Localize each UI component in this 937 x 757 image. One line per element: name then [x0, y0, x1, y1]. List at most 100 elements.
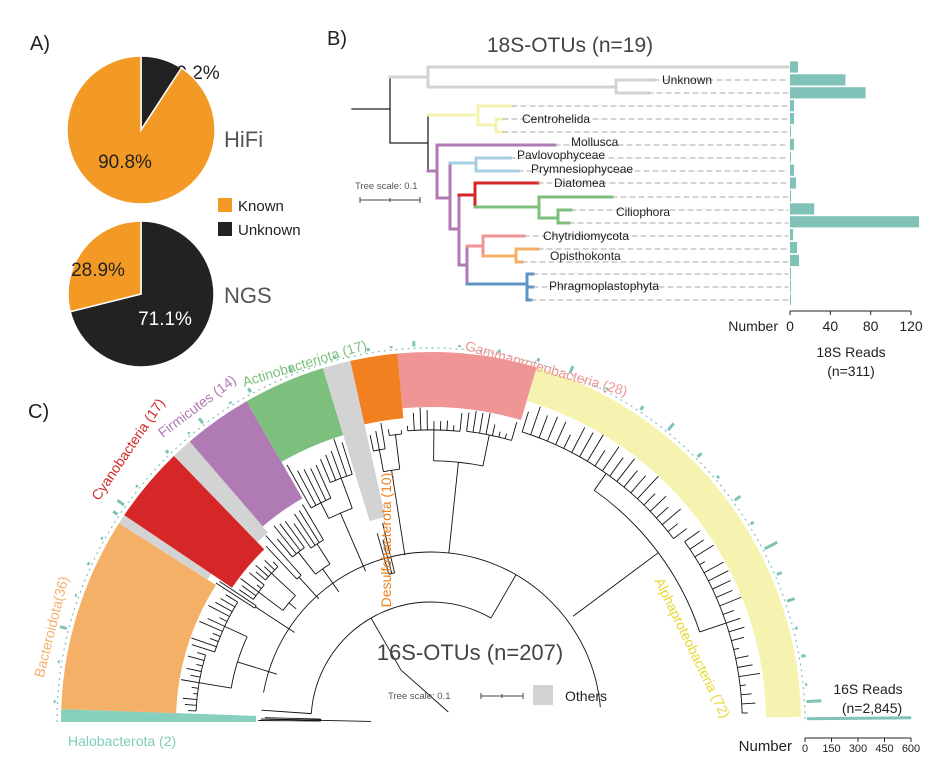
branch	[637, 475, 659, 500]
branch	[699, 561, 706, 566]
branch	[419, 407, 422, 431]
branch	[298, 576, 320, 600]
branch	[186, 667, 202, 672]
branch	[289, 562, 302, 576]
branch	[208, 605, 230, 617]
branch	[297, 551, 316, 575]
branch	[466, 412, 470, 432]
x-axis-label-16s: 16S Reads	[833, 681, 902, 697]
branch	[735, 655, 749, 659]
branch	[264, 559, 275, 571]
branch	[387, 429, 390, 436]
pie-slice-unknown	[69, 220, 215, 368]
branch	[199, 620, 223, 632]
bar-18s	[790, 216, 920, 228]
branch	[255, 571, 266, 581]
branch	[288, 602, 297, 610]
branch	[219, 580, 241, 596]
bar-16s	[536, 357, 541, 362]
branch	[387, 543, 396, 573]
branch	[380, 422, 386, 449]
clade-label: Prymnesiophyceae	[531, 162, 633, 176]
branch	[684, 530, 700, 543]
clade-band-firmicutes	[189, 401, 303, 527]
clade-band-others	[322, 360, 386, 522]
pie-label-hifi: HiFi	[224, 127, 263, 152]
bar-16s	[806, 699, 822, 704]
branch	[667, 523, 678, 532]
tick-label-18s: 120	[899, 318, 923, 334]
branch	[656, 506, 669, 519]
branch	[708, 570, 729, 582]
branch	[498, 431, 501, 438]
branch	[310, 468, 327, 501]
bar-18s	[790, 138, 795, 150]
axis-name-16s: Number	[739, 738, 792, 755]
bar-16s	[366, 347, 371, 352]
branch	[330, 450, 342, 479]
branch	[254, 605, 257, 609]
branch	[286, 464, 312, 509]
branch	[740, 693, 752, 696]
tree-18s	[351, 65, 790, 302]
branch	[521, 411, 529, 433]
branch	[320, 502, 330, 519]
bar-16s	[247, 387, 252, 393]
clade-band-desulfobacterota	[350, 353, 404, 425]
clade-label-halobacterota: Halobacterota (2)	[68, 733, 176, 749]
bars-18s	[790, 61, 920, 305]
bar-16s	[59, 625, 68, 630]
branch	[412, 412, 415, 431]
branch	[703, 561, 724, 574]
clade-label: Chytridiomycota	[543, 229, 629, 243]
branch	[594, 450, 606, 467]
branch	[689, 539, 704, 550]
tick-label-16s: 300	[849, 743, 867, 755]
branch	[199, 682, 232, 689]
branch	[630, 475, 647, 494]
branch	[382, 523, 389, 545]
bar-16s	[135, 484, 139, 488]
bar-16s	[100, 536, 104, 541]
branch	[382, 539, 393, 574]
branch	[279, 523, 301, 551]
bar-16s	[764, 540, 778, 551]
branch	[649, 495, 667, 512]
branch	[215, 601, 233, 613]
branch	[284, 520, 305, 548]
branch	[263, 566, 272, 574]
branch	[433, 460, 484, 467]
legend-known-swatch	[218, 198, 232, 212]
bar-18s	[790, 229, 794, 241]
branch	[320, 459, 331, 483]
branch	[294, 513, 316, 546]
bar-18s	[790, 267, 792, 279]
branch	[579, 432, 594, 457]
branch	[225, 588, 255, 609]
clade-band-actinobacteriota	[246, 368, 344, 462]
branch	[297, 470, 317, 506]
tree-scale-label-18s: Tree scale: 0.1	[355, 181, 417, 192]
branch	[255, 606, 295, 633]
bar-18s	[790, 280, 792, 292]
branch	[382, 552, 390, 575]
tree-scale-bar-16s	[480, 693, 524, 699]
branch	[322, 568, 340, 593]
branch	[623, 470, 638, 488]
clade-band-others	[173, 441, 268, 543]
branch	[391, 470, 406, 556]
branch	[459, 413, 463, 432]
branch	[369, 435, 374, 452]
pie-label-ngs: NGS	[224, 283, 272, 308]
branch	[265, 535, 291, 564]
branch	[258, 591, 284, 611]
bar-16s	[605, 386, 609, 391]
bar-16s	[568, 365, 575, 374]
bar-16s	[333, 355, 337, 359]
branch	[602, 446, 620, 472]
branch	[191, 686, 199, 689]
branch	[722, 609, 735, 615]
branch	[209, 638, 219, 642]
branch	[737, 664, 753, 668]
